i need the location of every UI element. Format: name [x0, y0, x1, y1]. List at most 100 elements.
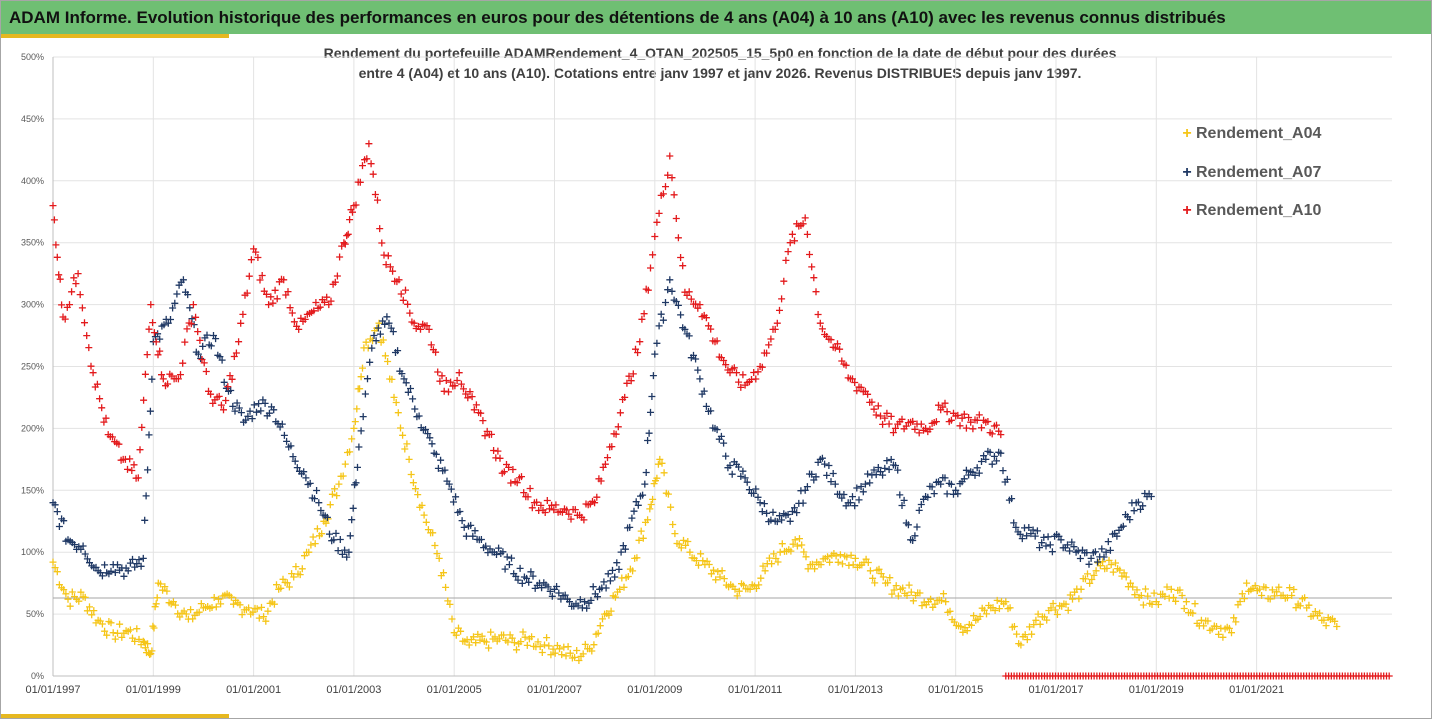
point-a04-interp [152, 600, 160, 608]
point-a04-interp [442, 583, 450, 591]
point-a04-interp [669, 521, 677, 528]
point-a07-interp [313, 487, 321, 494]
point-a07-interp [1130, 507, 1138, 515]
point-a07-interp [587, 596, 595, 604]
point-a07-interp [1031, 532, 1039, 540]
point-a04-interp [899, 584, 907, 592]
point-a07-interp [561, 591, 569, 599]
point-a07-interp [53, 508, 61, 516]
point-a07-interp [896, 491, 904, 499]
point-a10 [74, 270, 82, 278]
point-a04-interp [847, 551, 855, 559]
point-a04-interp [712, 576, 720, 584]
legend-item-a04: + Rendement_A04 [1180, 125, 1321, 143]
point-a10-interp [237, 319, 245, 327]
point-a07-interp [518, 579, 526, 587]
report-title: ADAM Informe. Evolution historique des p… [9, 7, 1226, 27]
y-tick-label: 0% [31, 671, 44, 681]
point-a04-interp [53, 568, 61, 576]
point-a04-interp [116, 620, 124, 628]
point-a10-interp [625, 372, 633, 380]
point-a10-interp [187, 320, 195, 328]
point-a04-interp [482, 638, 490, 646]
point-a10 [967, 418, 975, 426]
point-a10-interp [889, 429, 897, 437]
point-a04-interp [1127, 579, 1134, 587]
point-a10-interp [85, 344, 93, 352]
point-a07-interp [424, 430, 432, 438]
point-a10-interp [528, 504, 536, 512]
point-a10-interp [143, 351, 151, 359]
point-a07-interp [859, 488, 867, 496]
point-a07-interp [700, 387, 708, 395]
point-a07-interp [1091, 548, 1099, 556]
point-a10 [89, 369, 97, 377]
point-a10-interp [389, 267, 397, 275]
point-a07 [982, 455, 990, 463]
point-a04-interp [146, 651, 154, 658]
point-a04-interp [892, 582, 900, 590]
point-a04-interp [381, 352, 389, 360]
point-a04-interp [478, 632, 486, 640]
point-a10-interp [737, 383, 745, 391]
point-a10-interp [956, 422, 964, 430]
point-a04 [1047, 604, 1055, 612]
point-a07-interp [383, 313, 391, 321]
point-a04-interp [1189, 609, 1197, 617]
point-a07-interp [829, 470, 837, 477]
point-a10-interp [66, 301, 73, 309]
point-a10-interp [217, 401, 225, 409]
point-a04 [305, 548, 313, 556]
point-a07-interp [657, 310, 665, 318]
point-a07-interp [553, 583, 561, 590]
point-a04-interp [684, 538, 692, 545]
point-a10-interp [842, 361, 850, 369]
point-a07-interp [171, 299, 179, 307]
point-a07-interp [544, 583, 552, 591]
point-a10-interp [694, 304, 702, 312]
point-a07-interp [649, 372, 657, 380]
point-a07-interp [548, 592, 556, 600]
point-a10 [220, 406, 227, 414]
point-a04-interp [238, 611, 246, 619]
point-a07-interp [231, 407, 239, 415]
point-a04-interp [558, 651, 566, 659]
point-a07-interp [253, 408, 260, 416]
point-a07-interp [1003, 475, 1011, 483]
point-a07-interp [257, 407, 265, 415]
point-a04 [290, 573, 298, 581]
y-tick-label: 150% [21, 485, 44, 495]
point-a04-interp [474, 630, 482, 638]
point-a10-interp [687, 295, 695, 303]
point-a07-interp [619, 542, 627, 550]
point-a07-interp [870, 466, 878, 474]
point-a04-interp [197, 600, 205, 608]
point-a04-interp [362, 338, 370, 346]
point-a04-interp [1200, 622, 1208, 630]
point-a07-interp [883, 457, 891, 465]
point-a04 [390, 393, 398, 401]
point-a04 [686, 548, 694, 556]
point-a10-interp [984, 418, 992, 425]
point-a10-interp [406, 309, 414, 317]
point-a04-interp [1069, 595, 1076, 603]
point-a07-interp [160, 321, 168, 329]
point-a04-interp [1154, 601, 1162, 608]
point-a07-interp [674, 301, 682, 309]
point-a10-interp [750, 369, 758, 376]
point-a07-interp [404, 388, 412, 396]
point-a07 [139, 554, 147, 562]
point-a10 [147, 301, 155, 309]
point-a10-interp [70, 274, 78, 282]
point-a04-interp [545, 642, 553, 650]
point-a10-interp [713, 337, 721, 345]
point-a07-interp [242, 416, 250, 424]
point-a10-interp [376, 225, 384, 233]
point-a10 [134, 474, 142, 482]
point-a07-interp [246, 407, 254, 415]
point-a04 [139, 637, 147, 645]
point-a07-interp [808, 470, 816, 478]
point-a10-interp [597, 477, 605, 485]
point-a10-interp [149, 319, 157, 327]
point-a10-interp [477, 409, 485, 417]
